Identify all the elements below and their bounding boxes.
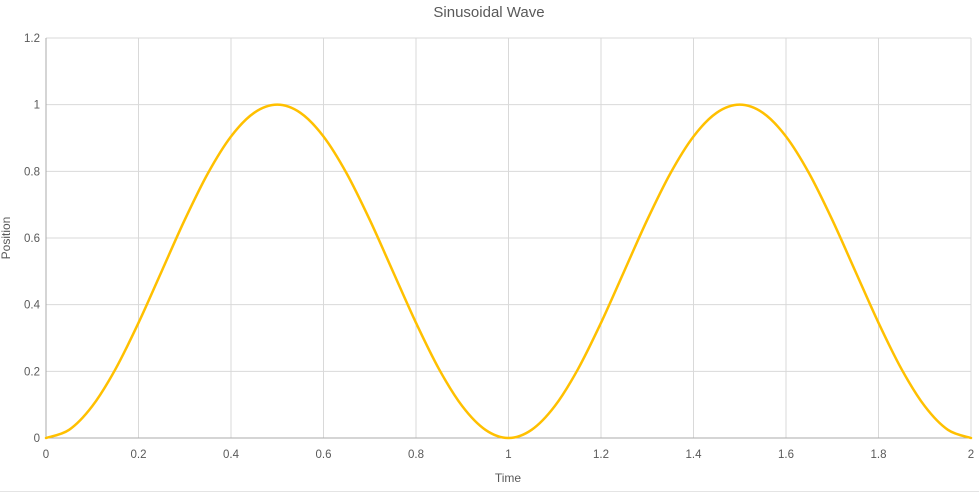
x-tick-label: 1 bbox=[505, 449, 511, 461]
y-tick-label: 0 bbox=[34, 433, 40, 445]
chart-title: Sinusoidal Wave bbox=[433, 4, 544, 21]
y-tick-label: 1 bbox=[34, 100, 40, 112]
y-tick-label: 0.8 bbox=[24, 166, 40, 178]
x-tick-label: 2 bbox=[968, 449, 974, 461]
y-axis-title: Position bbox=[0, 217, 13, 260]
series-lines bbox=[44, 103, 973, 440]
y-tick-label: 0.6 bbox=[24, 233, 40, 245]
x-tick-label: 0.6 bbox=[316, 449, 332, 461]
series-line-position bbox=[44, 103, 973, 440]
x-tick-label: 1.8 bbox=[871, 449, 887, 461]
y-tick-labels: 0 0.2 0.4 0.6 0.8 1 1.2 bbox=[24, 33, 41, 445]
x-tick-label: 0.8 bbox=[408, 449, 424, 461]
x-tick-label: 0.2 bbox=[131, 449, 147, 461]
x-tick-labels: 0 0.2 0.4 0.6 0.8 1 1.2 1.4 1.6 1.8 2 bbox=[43, 449, 974, 461]
x-tick-label: 1.4 bbox=[686, 449, 703, 461]
y-tick-label: 0.2 bbox=[24, 366, 40, 378]
y-tick-label: 1.2 bbox=[24, 33, 40, 45]
x-tick-label: 1.2 bbox=[593, 449, 609, 461]
x-tick-label: 1.6 bbox=[778, 449, 794, 461]
x-tick-label: 0 bbox=[43, 449, 49, 461]
y-tick-label: 0.4 bbox=[24, 300, 41, 312]
x-tick-label: 0.4 bbox=[223, 449, 240, 461]
gridlines bbox=[46, 37, 972, 438]
x-axis-title: Time bbox=[495, 471, 522, 485]
